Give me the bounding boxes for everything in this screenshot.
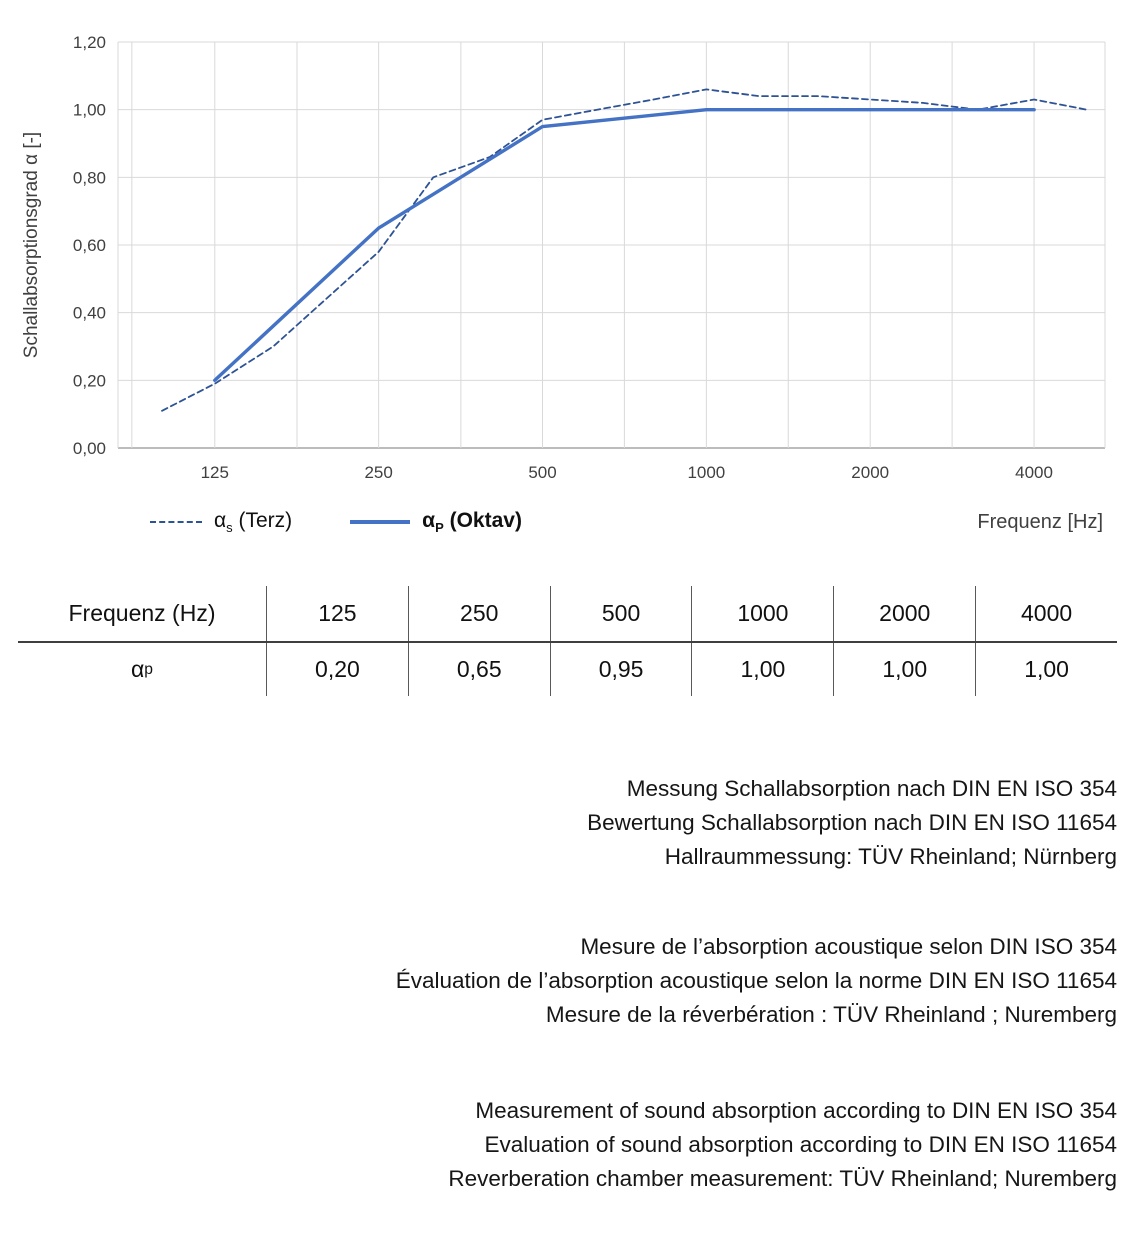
alpha-subscript: p — [144, 660, 153, 678]
alpha-subscript: s — [226, 520, 233, 536]
table-header-cell: 250 — [407, 586, 550, 641]
dashed-line-sample — [150, 521, 202, 523]
absorption-table: Frequenz (Hz) 125 250 500 1000 2000 4000… — [18, 586, 1117, 696]
legend-label-text: (Oktav) — [443, 508, 522, 532]
svg-text:1000: 1000 — [687, 463, 725, 482]
solid-line-sample — [350, 520, 411, 524]
absorption-line-chart: 0,00 0,20 0,40 0,60 0,80 1,00 1,20 125 250 500 100… — [73, 33, 1106, 482]
y-axis-title: Schallabsorptionsgrad α [-] — [21, 131, 42, 359]
note-german: Messung Schallabsorption nach DIN EN ISO… — [0, 772, 1135, 874]
svg-text:0,40: 0,40 — [73, 304, 106, 323]
svg-text:0,00: 0,00 — [73, 439, 106, 458]
table-value-cell: 0,95 — [549, 643, 692, 696]
legend-item-oktav: αP (Oktav) — [350, 509, 522, 535]
note-line: Measurement of sound absorption accordin… — [475, 1098, 1117, 1123]
note-line: Evaluation of sound absorption according… — [484, 1132, 1117, 1157]
svg-text:250: 250 — [364, 463, 392, 482]
chart-legend: αs (Terz) αP (Oktav) — [150, 509, 522, 535]
note-english: Measurement of sound absorption accordin… — [0, 1094, 1135, 1196]
alpha-subscript: P — [435, 520, 444, 536]
note-line: Mesure de l’absorption acoustique selon … — [580, 934, 1117, 959]
acoustic-datasheet: 0,00 0,20 0,40 0,60 0,80 1,00 1,20 125 250 500 100… — [0, 0, 1135, 1196]
svg-text:0,80: 0,80 — [73, 168, 106, 187]
svg-text:1,20: 1,20 — [73, 33, 106, 52]
svg-text:4000: 4000 — [1015, 463, 1053, 482]
table-header-cell: 4000 — [975, 586, 1117, 641]
note-line: Évaluation de l’absorption acoustique se… — [395, 968, 1117, 993]
legend-item-terz: αs (Terz) — [150, 509, 292, 535]
table-header-cell: 1000 — [691, 586, 833, 641]
table-value-cell: 1,00 — [833, 643, 975, 696]
note-line: Reverberation chamber measurement: TÜV R… — [448, 1166, 1117, 1191]
svg-text:125: 125 — [201, 463, 229, 482]
svg-text:1,00: 1,00 — [73, 101, 106, 120]
table-header-row: Frequenz (Hz) 125 250 500 1000 2000 4000 — [18, 586, 1117, 643]
note-french: Mesure de l’absorption acoustique selon … — [0, 930, 1135, 1032]
legend-label-terz: αs (Terz) — [214, 509, 292, 535]
table-value-cell: 1,00 — [975, 643, 1117, 696]
chart-area: 0,00 0,20 0,40 0,60 0,80 1,00 1,20 125 250 500 100… — [0, 0, 1135, 500]
svg-text:500: 500 — [528, 463, 556, 482]
legend-label-text: (Terz) — [232, 508, 293, 532]
note-line: Mesure de la réverbération : TÜV Rheinla… — [545, 1002, 1117, 1027]
table-header-frequency: Frequenz (Hz) — [68, 600, 216, 626]
svg-text:0,20: 0,20 — [73, 371, 106, 390]
table-header-cell: 500 — [549, 586, 692, 641]
note-line: Messung Schallabsorption nach DIN EN ISO… — [626, 776, 1117, 801]
x-axis-title: Frequenz [Hz] — [977, 510, 1103, 533]
svg-text:0,60: 0,60 — [73, 236, 106, 255]
alpha-symbol: α — [214, 508, 227, 532]
note-line: Bewertung Schallabsorption nach DIN EN I… — [587, 810, 1117, 835]
table-value-cell: 0,65 — [407, 643, 550, 696]
table-value-cell: 1,00 — [691, 643, 833, 696]
table-header-cell: 2000 — [833, 586, 975, 641]
alpha-symbol: α — [131, 656, 145, 682]
alpha-symbol: α — [422, 508, 436, 532]
table-value-cell: 0,20 — [266, 643, 408, 696]
table-header-cell: 125 — [266, 586, 408, 641]
svg-text:2000: 2000 — [851, 463, 889, 482]
legend-row: αs (Terz) αP (Oktav) Frequenz [Hz] — [150, 502, 1103, 542]
legend-label-oktav: αP (Oktav) — [422, 509, 522, 535]
note-line: Hallraummessung: TÜV Rheinland; Nürnberg — [664, 844, 1117, 869]
